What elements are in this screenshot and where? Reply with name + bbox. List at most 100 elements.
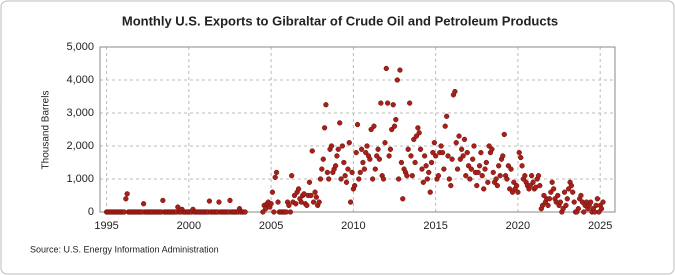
- point: [549, 179, 555, 185]
- point: [416, 130, 422, 136]
- point: [570, 189, 576, 195]
- point: [522, 173, 528, 179]
- point: [448, 182, 454, 189]
- point: [453, 140, 459, 146]
- source-note: Source: U.S. Energy Information Administ…: [30, 244, 219, 254]
- point: [537, 182, 543, 189]
- point: [470, 156, 476, 162]
- point: [398, 159, 405, 166]
- point: [497, 173, 503, 179]
- point: [273, 169, 280, 176]
- point: [371, 123, 377, 129]
- point: [575, 206, 581, 212]
- point: [269, 189, 276, 195]
- point: [295, 186, 302, 192]
- point: [361, 166, 368, 172]
- point: [380, 176, 387, 182]
- y-tick-label: 3,000: [66, 107, 94, 119]
- point: [420, 179, 426, 185]
- point: [356, 176, 362, 182]
- point: [353, 149, 359, 156]
- point: [409, 173, 415, 179]
- point: [400, 196, 406, 202]
- point: [454, 166, 461, 172]
- point: [326, 176, 332, 182]
- point: [407, 100, 413, 106]
- point: [598, 206, 605, 212]
- point: [460, 153, 466, 159]
- point: [438, 143, 444, 149]
- point: [342, 173, 348, 179]
- point: [372, 166, 378, 172]
- point: [600, 199, 606, 205]
- point: [324, 169, 331, 176]
- point: [216, 199, 222, 205]
- point: [578, 192, 584, 199]
- chart-title: Monthly U.S. Exports to Gibraltar of Cru…: [122, 13, 558, 28]
- point: [464, 149, 470, 156]
- point: [242, 209, 248, 215]
- point: [445, 153, 451, 159]
- point: [397, 67, 403, 73]
- point: [338, 176, 344, 182]
- point: [347, 199, 354, 205]
- point: [341, 159, 347, 166]
- point: [433, 153, 439, 159]
- point: [571, 199, 577, 205]
- point: [581, 209, 587, 215]
- point: [304, 202, 310, 209]
- point: [493, 176, 499, 182]
- point: [474, 182, 480, 189]
- point: [124, 191, 130, 197]
- point: [452, 88, 458, 95]
- point: [123, 196, 129, 202]
- point: [404, 173, 410, 179]
- point: [449, 156, 455, 162]
- point: [444, 113, 450, 119]
- point: [354, 121, 361, 128]
- point: [287, 209, 294, 215]
- point: [306, 179, 313, 185]
- point: [546, 196, 553, 202]
- x-tick-label: 2000: [177, 220, 201, 232]
- point: [424, 176, 431, 182]
- point: [227, 197, 233, 204]
- y-axis-label: Thousand Barrels: [41, 91, 52, 170]
- point: [319, 166, 325, 172]
- point: [535, 173, 542, 179]
- point: [206, 198, 213, 204]
- point: [339, 143, 346, 149]
- point: [518, 154, 524, 161]
- point: [375, 146, 381, 152]
- point: [555, 192, 561, 199]
- point: [508, 166, 514, 172]
- point: [394, 77, 400, 83]
- point: [387, 146, 394, 152]
- point: [357, 169, 363, 176]
- point: [345, 166, 351, 172]
- point: [427, 189, 433, 195]
- point: [271, 209, 277, 215]
- point: [337, 120, 343, 126]
- point: [496, 163, 502, 169]
- point: [317, 176, 324, 182]
- point: [369, 176, 376, 182]
- point: [383, 65, 389, 72]
- point: [467, 176, 473, 182]
- point: [335, 146, 341, 152]
- point: [479, 173, 485, 179]
- point: [494, 182, 501, 189]
- point: [308, 192, 314, 199]
- point: [272, 174, 278, 181]
- point: [504, 176, 510, 182]
- point: [446, 176, 452, 182]
- y-tick-label: 0: [88, 206, 94, 218]
- point: [286, 202, 292, 209]
- point: [391, 123, 398, 129]
- point: [594, 196, 601, 202]
- y-tick-label: 5,000: [66, 41, 94, 53]
- point: [393, 116, 399, 123]
- point: [501, 131, 507, 138]
- point: [323, 102, 329, 108]
